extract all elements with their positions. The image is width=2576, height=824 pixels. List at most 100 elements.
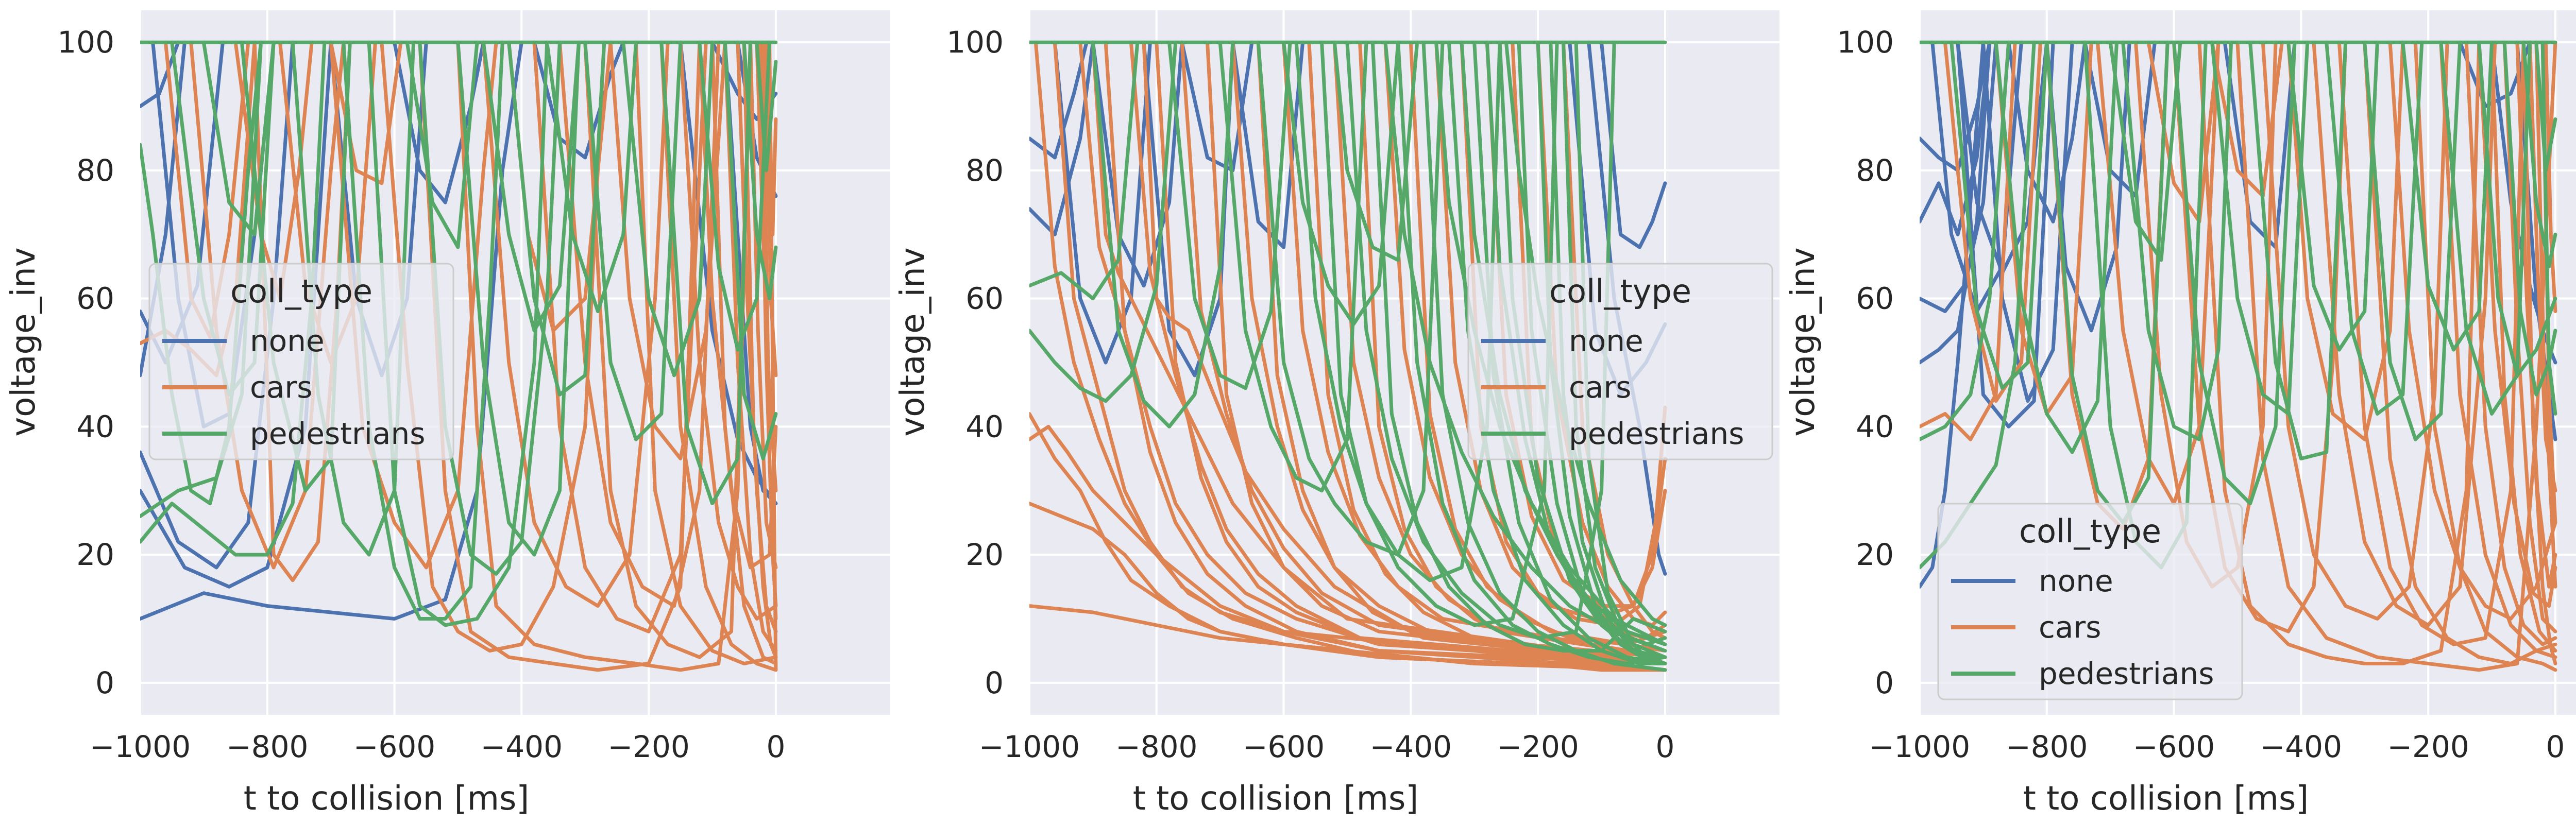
series-line-cars xyxy=(2363,40,2557,665)
legend-label-cars: cars xyxy=(2039,610,2102,645)
series-line-cars xyxy=(2477,40,2557,608)
series-line-pedestrians xyxy=(1282,40,1400,326)
series-line-pedestrians xyxy=(1029,40,1140,301)
x-tick-label: −200 xyxy=(607,729,689,764)
series-line-pedestrians xyxy=(2108,40,2182,262)
series-line-pedestrians xyxy=(1434,40,1667,646)
series-line-cars xyxy=(608,40,727,460)
y-tick-label: 60 xyxy=(76,281,114,316)
x-tick-label: 0 xyxy=(1655,729,1674,764)
chart-panel-1: −1000 −800 −600 −400 −200 0 0 20 40 60 80 100 t to c… xyxy=(5,10,890,818)
chart-panel-2: −1000 −800 −600 −400 −200 0 0 20 40 60 80 100 t to c… xyxy=(894,10,1780,818)
series-line-cars xyxy=(2096,40,2221,506)
series-line-none xyxy=(1600,40,1667,249)
series-line-pedestrians xyxy=(1950,40,2049,390)
series-line-none xyxy=(1920,40,1992,236)
series-line-cars xyxy=(456,40,752,672)
series-line-cars xyxy=(2534,40,2557,589)
legend-label-pedestrians: pedestrians xyxy=(250,416,425,451)
x-axis-label: t to collision [ms] xyxy=(1133,780,1419,818)
series-line-none xyxy=(1091,40,1184,288)
y-tick-label: 20 xyxy=(965,537,1004,572)
series-line-cars xyxy=(1409,40,1667,646)
series-lines xyxy=(140,40,778,672)
legend-label-none: none xyxy=(250,323,325,358)
series-line-cars xyxy=(418,40,702,672)
series-line-pedestrians xyxy=(2248,40,2348,460)
series-line-none xyxy=(2458,40,2532,108)
series-lines xyxy=(1029,40,1667,672)
series-line-cars xyxy=(2210,40,2284,198)
legend-title: coll_type xyxy=(230,272,372,310)
y-tick-label: 60 xyxy=(965,281,1004,316)
series-line-pedestrians xyxy=(755,40,778,173)
series-line-pedestrians xyxy=(1218,40,1368,493)
series-line-none xyxy=(140,40,295,570)
series-line-pedestrians xyxy=(405,40,479,249)
series-line-cars xyxy=(2413,40,2557,672)
series-line-pedestrians xyxy=(1029,40,1178,403)
series-line-none xyxy=(140,40,523,621)
series-line-pedestrians xyxy=(1091,40,1235,428)
series-line-pedestrians xyxy=(2325,40,2424,416)
series-line-none xyxy=(2223,40,2297,249)
series-line-cars xyxy=(2544,40,2557,313)
series-line-pedestrians xyxy=(545,40,638,313)
y-axis-label: voltage_inv xyxy=(5,247,43,436)
series-line-cars xyxy=(742,40,778,659)
y-tick-label: 100 xyxy=(946,25,1004,60)
series-line-cars xyxy=(1029,424,1667,672)
x-tick-label: −600 xyxy=(2133,729,2215,764)
series-line-cars xyxy=(1155,40,1667,665)
series-line-pedestrians xyxy=(583,40,683,441)
series-line-none xyxy=(2083,40,2157,198)
series-line-pedestrians xyxy=(2521,40,2557,268)
series-line-cars xyxy=(329,40,403,185)
series-line-pedestrians xyxy=(1167,40,1292,390)
series-line-none xyxy=(2007,40,2087,224)
series-line-cars xyxy=(1029,412,1667,672)
legend-label-cars: cars xyxy=(250,370,313,405)
series-line-pedestrians xyxy=(742,40,778,301)
series-line-cars xyxy=(2521,40,2557,665)
series-line-pedestrians xyxy=(1294,40,1502,582)
y-tick-label: 100 xyxy=(57,25,114,60)
series-line-pedestrians xyxy=(2401,40,2494,352)
series-line-cars xyxy=(2439,40,2557,659)
legend-title: coll_type xyxy=(1549,272,1691,310)
series-line-pedestrians xyxy=(659,40,752,506)
y-tick-label: 80 xyxy=(76,153,114,188)
series-line-pedestrians xyxy=(2210,40,2310,416)
x-tick-label: −1000 xyxy=(979,729,1080,764)
x-tick-label: 0 xyxy=(2546,729,2565,764)
series-line-pedestrians xyxy=(2121,40,2233,441)
series-line-pedestrians xyxy=(2363,40,2462,441)
x-axis-label: t to collision [ms] xyxy=(2023,780,2309,818)
y-tick-label: 0 xyxy=(95,665,114,700)
legend-label-pedestrians: pedestrians xyxy=(1569,416,1744,451)
series-line-pedestrians xyxy=(1994,40,2119,454)
x-tick-label: −400 xyxy=(2260,729,2342,764)
y-tick-label: 40 xyxy=(965,409,1004,444)
legend-title: coll_type xyxy=(2019,512,2161,550)
y-tick-label: 40 xyxy=(1856,409,1894,444)
series-line-pedestrians xyxy=(481,40,581,333)
series-line-pedestrians xyxy=(367,40,549,627)
legend-label-cars: cars xyxy=(1569,370,1632,405)
series-line-cars xyxy=(2235,40,2557,672)
x-tick-label: −200 xyxy=(2387,729,2469,764)
y-tick-label: 80 xyxy=(1856,153,1894,188)
y-tick-label: 20 xyxy=(1856,537,1894,572)
series-line-pedestrians xyxy=(1396,40,1667,665)
series-line-cars xyxy=(481,40,670,608)
y-tick-label: 0 xyxy=(985,665,1004,700)
series-line-cars xyxy=(1078,40,1667,665)
legend-label-none: none xyxy=(2039,563,2113,598)
series-line-none xyxy=(1053,40,1152,365)
legend-box xyxy=(148,263,454,460)
series-line-pedestrians xyxy=(2286,40,2379,352)
series-line-pedestrians xyxy=(2439,40,2532,416)
series-line-pedestrians xyxy=(2540,40,2557,416)
x-tick-label: −1000 xyxy=(90,729,191,764)
